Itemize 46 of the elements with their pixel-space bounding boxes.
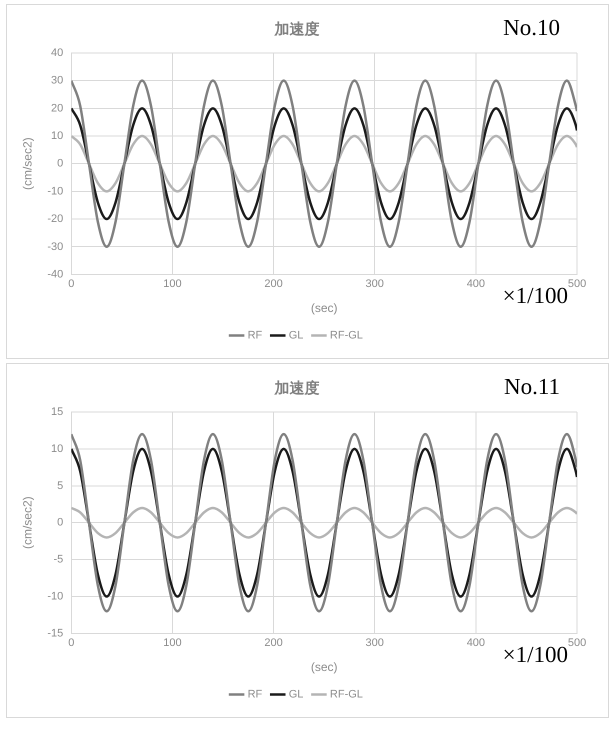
- legend-label: GL: [288, 688, 304, 701]
- legend-label: RF-GL: [330, 330, 363, 342]
- y-tick-label: 0: [57, 158, 64, 170]
- y-tick-label: 5: [57, 480, 64, 492]
- y-tick-label: -20: [47, 213, 64, 226]
- y-tick-label: -40: [47, 268, 64, 280]
- y-tick-label: -5: [54, 554, 64, 566]
- text: ×1/100: [502, 642, 568, 668]
- text: No.10: [503, 15, 560, 41]
- x-axis-title: (sec): [310, 301, 338, 316]
- x-tick-label: 500: [568, 278, 586, 290]
- y-tick-label: 40: [51, 47, 64, 60]
- x-tick-label: 0: [68, 637, 74, 650]
- x-tick-label: 100: [163, 637, 182, 650]
- chart-title: 加速度: [274, 378, 320, 397]
- y-tick-label: -10: [47, 590, 64, 603]
- y-tick-label: 30: [51, 74, 64, 87]
- x-tick-label: 200: [264, 278, 283, 290]
- legend-label: GL: [288, 330, 304, 342]
- x-tick-label: 400: [466, 278, 486, 290]
- legend-label: RF: [248, 688, 263, 701]
- x-tick-label: 100: [163, 278, 182, 290]
- text: ×1/100: [502, 283, 568, 309]
- x-tick-label: 200: [264, 637, 283, 650]
- y-tick-label: -30: [47, 240, 64, 253]
- text: No.11: [504, 374, 560, 400]
- x-tick-label: 300: [366, 637, 384, 650]
- x-tick-label: 400: [466, 637, 486, 650]
- x-tick-label: 500: [568, 637, 586, 650]
- y-axis-title: (cm/sec2): [20, 496, 35, 550]
- legend-label: RF-GL: [330, 688, 363, 701]
- x-tick-label: 300: [366, 278, 384, 290]
- legend-label: RF: [248, 330, 263, 342]
- y-tick-label: 20: [51, 102, 64, 114]
- y-tick-label: 10: [51, 130, 64, 142]
- y-axis-title: (cm/sec2): [20, 137, 35, 190]
- x-tick-label: 0: [68, 278, 74, 290]
- chart-title: 加速度: [274, 20, 320, 38]
- y-tick-label: -15: [47, 627, 64, 640]
- line-series: [71, 432, 577, 613]
- y-tick-label: 10: [51, 442, 64, 455]
- x-axis-title: (sec): [310, 660, 338, 674]
- y-tick-label: 0: [57, 516, 64, 529]
- line-series: [71, 79, 577, 248]
- y-tick-label: 15: [51, 406, 64, 418]
- y-tick-label: -10: [47, 185, 64, 198]
